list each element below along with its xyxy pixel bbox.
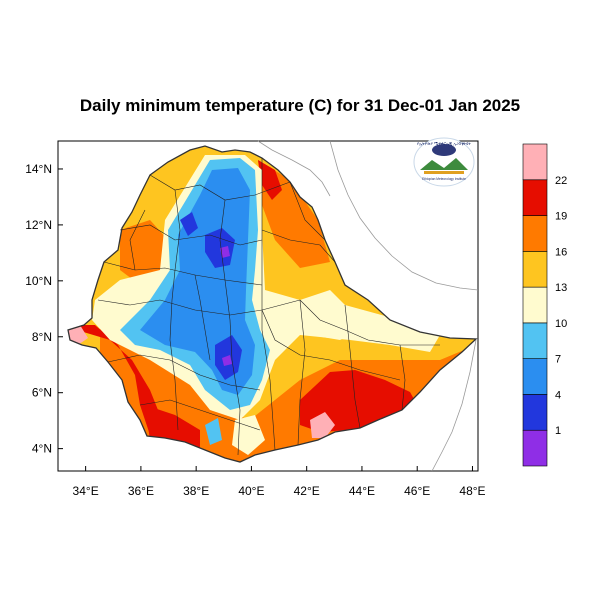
lat-tick-label: 10°N [25, 274, 52, 288]
colorbar-label: 16 [555, 246, 567, 258]
lon-tick-label: 48°E [459, 484, 485, 498]
lon-tick-label: 40°E [238, 484, 264, 498]
colorbar-label: 7 [555, 354, 561, 366]
colorbar-swatch [522, 358, 548, 395]
lon-tick-label: 42°E [294, 484, 320, 498]
colorbar-swatch [522, 394, 548, 431]
chart-title: Daily minimum temperature (C) for 31 Dec… [79, 96, 521, 115]
colorbar: 1 4 7 10 13 16 19 22 [522, 143, 567, 467]
coastline-lines [257, 140, 479, 472]
lon-tick-label: 36°E [128, 484, 154, 498]
lat-tick-label: 6°N [32, 386, 52, 400]
lat-tick-label: 14°N [25, 162, 52, 176]
colorbar-swatch [522, 251, 548, 288]
colorbar-label: 4 [555, 389, 561, 401]
lat-tick-label: 8°N [32, 330, 52, 344]
colorbar-swatch [522, 215, 548, 252]
lon-tick-label: 46°E [404, 484, 430, 498]
lat-tick-label: 4°N [32, 442, 52, 456]
colorbar-swatch [522, 143, 548, 181]
colorbar-label: 22 [555, 175, 567, 187]
colorbar-swatch [522, 286, 548, 324]
colorbar-swatch [522, 179, 548, 216]
lat-tick-label: 12°N [25, 218, 52, 232]
institute-logo [413, 137, 475, 187]
ethiopia-outline [67, 145, 478, 463]
colorbar-label: 1 [555, 425, 561, 437]
logo-text-amharic: የኢትዮጵያ ሜቲዎሮሎጂ ኢንስቲትዩት [417, 141, 471, 146]
colorbar-swatch [522, 322, 548, 359]
colorbar-swatch [522, 429, 548, 467]
lon-tick-label: 34°E [73, 484, 99, 498]
logo-text-english: Ethiopian Meteorology Institute [422, 177, 466, 181]
lon-tick-label: 44°E [349, 484, 375, 498]
lon-tick-label: 38°E [183, 484, 209, 498]
colorbar-label: 19 [555, 211, 567, 223]
colorbar-label: 13 [555, 282, 567, 294]
colorbar-label: 10 [555, 318, 567, 330]
axis-ticks: 34°E 36°E 38°E 40°E 42°E 44°E 46°E 48°E 4°N 6°N 8°… [25, 162, 485, 498]
admin-boundaries [97, 158, 440, 456]
